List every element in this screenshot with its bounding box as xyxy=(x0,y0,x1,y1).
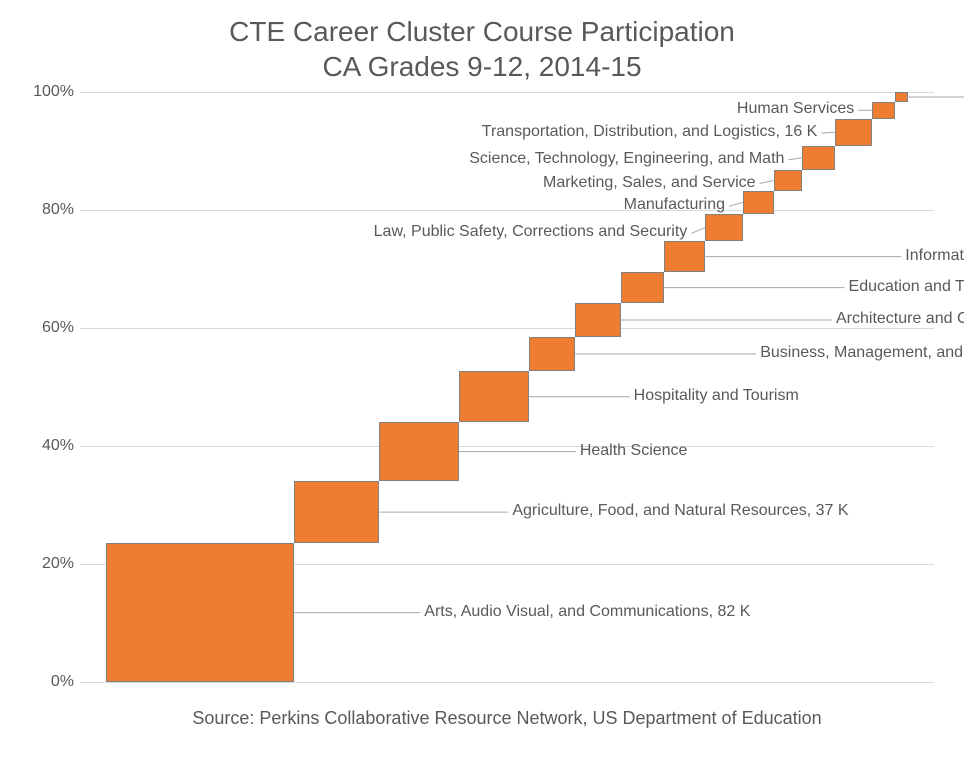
chart-title: CTE Career Cluster Course Participation … xyxy=(0,0,964,84)
data-label: Arts, Audio Visual, and Communications, … xyxy=(424,603,750,621)
gridline xyxy=(80,92,934,93)
y-axis-label: 60% xyxy=(24,319,74,337)
plot-area: 0%20%40%60%80%100%Arts, Audio Visual, an… xyxy=(80,92,934,682)
chart-title-line1: CTE Career Cluster Course Participation xyxy=(229,16,735,47)
data-label: Education and Training xyxy=(849,278,964,296)
waterfall-bar xyxy=(802,146,835,170)
chart-area: 0%20%40%60%80%100%Arts, Audio Visual, an… xyxy=(80,92,934,729)
chart-title-line2: CA Grades 9-12, 2014-15 xyxy=(322,51,641,82)
data-label: Marketing, Sales, and Service xyxy=(543,174,756,192)
data-label: Science, Technology, Engineering, and Ma… xyxy=(469,150,784,168)
waterfall-bar xyxy=(294,481,379,544)
waterfall-bar xyxy=(379,422,458,480)
waterfall-bar xyxy=(774,170,803,191)
waterfall-bar xyxy=(621,272,664,303)
data-label: Human Services xyxy=(737,100,854,118)
data-label: Hospitality and Tourism xyxy=(634,387,799,405)
waterfall-bar xyxy=(705,214,743,242)
waterfall-bar xyxy=(664,241,706,272)
data-label: Agriculture, Food, and Natural Resources… xyxy=(512,502,848,520)
waterfall-bar xyxy=(106,543,295,682)
data-label: Health Science xyxy=(580,442,688,460)
data-label: Law, Public Safety, Corrections and Secu… xyxy=(374,223,688,241)
data-label: Transportation, Distribution, and Logist… xyxy=(482,123,818,141)
waterfall-bar xyxy=(575,303,621,337)
data-label: Information Technology xyxy=(905,247,964,265)
chart-caption: Source: Perkins Collaborative Resource N… xyxy=(80,708,934,729)
gridline xyxy=(80,446,934,447)
waterfall-bar xyxy=(835,119,872,146)
waterfall-bar xyxy=(895,92,909,102)
data-label: Business, Management, and Administration xyxy=(760,344,964,362)
y-axis-label: 80% xyxy=(24,201,74,219)
y-axis-label: 0% xyxy=(24,673,74,691)
waterfall-bar xyxy=(459,371,529,422)
y-axis-label: 100% xyxy=(24,83,74,101)
data-label: Architecture and Construction xyxy=(836,310,964,328)
gridline xyxy=(80,210,934,211)
waterfall-bar xyxy=(529,337,576,371)
gridline xyxy=(80,682,934,683)
y-axis-label: 40% xyxy=(24,437,74,455)
data-label: Manufacturing xyxy=(624,196,725,214)
waterfall-bar xyxy=(743,191,774,213)
y-axis-label: 20% xyxy=(24,555,74,573)
waterfall-bar xyxy=(872,102,894,119)
gridline xyxy=(80,328,934,329)
